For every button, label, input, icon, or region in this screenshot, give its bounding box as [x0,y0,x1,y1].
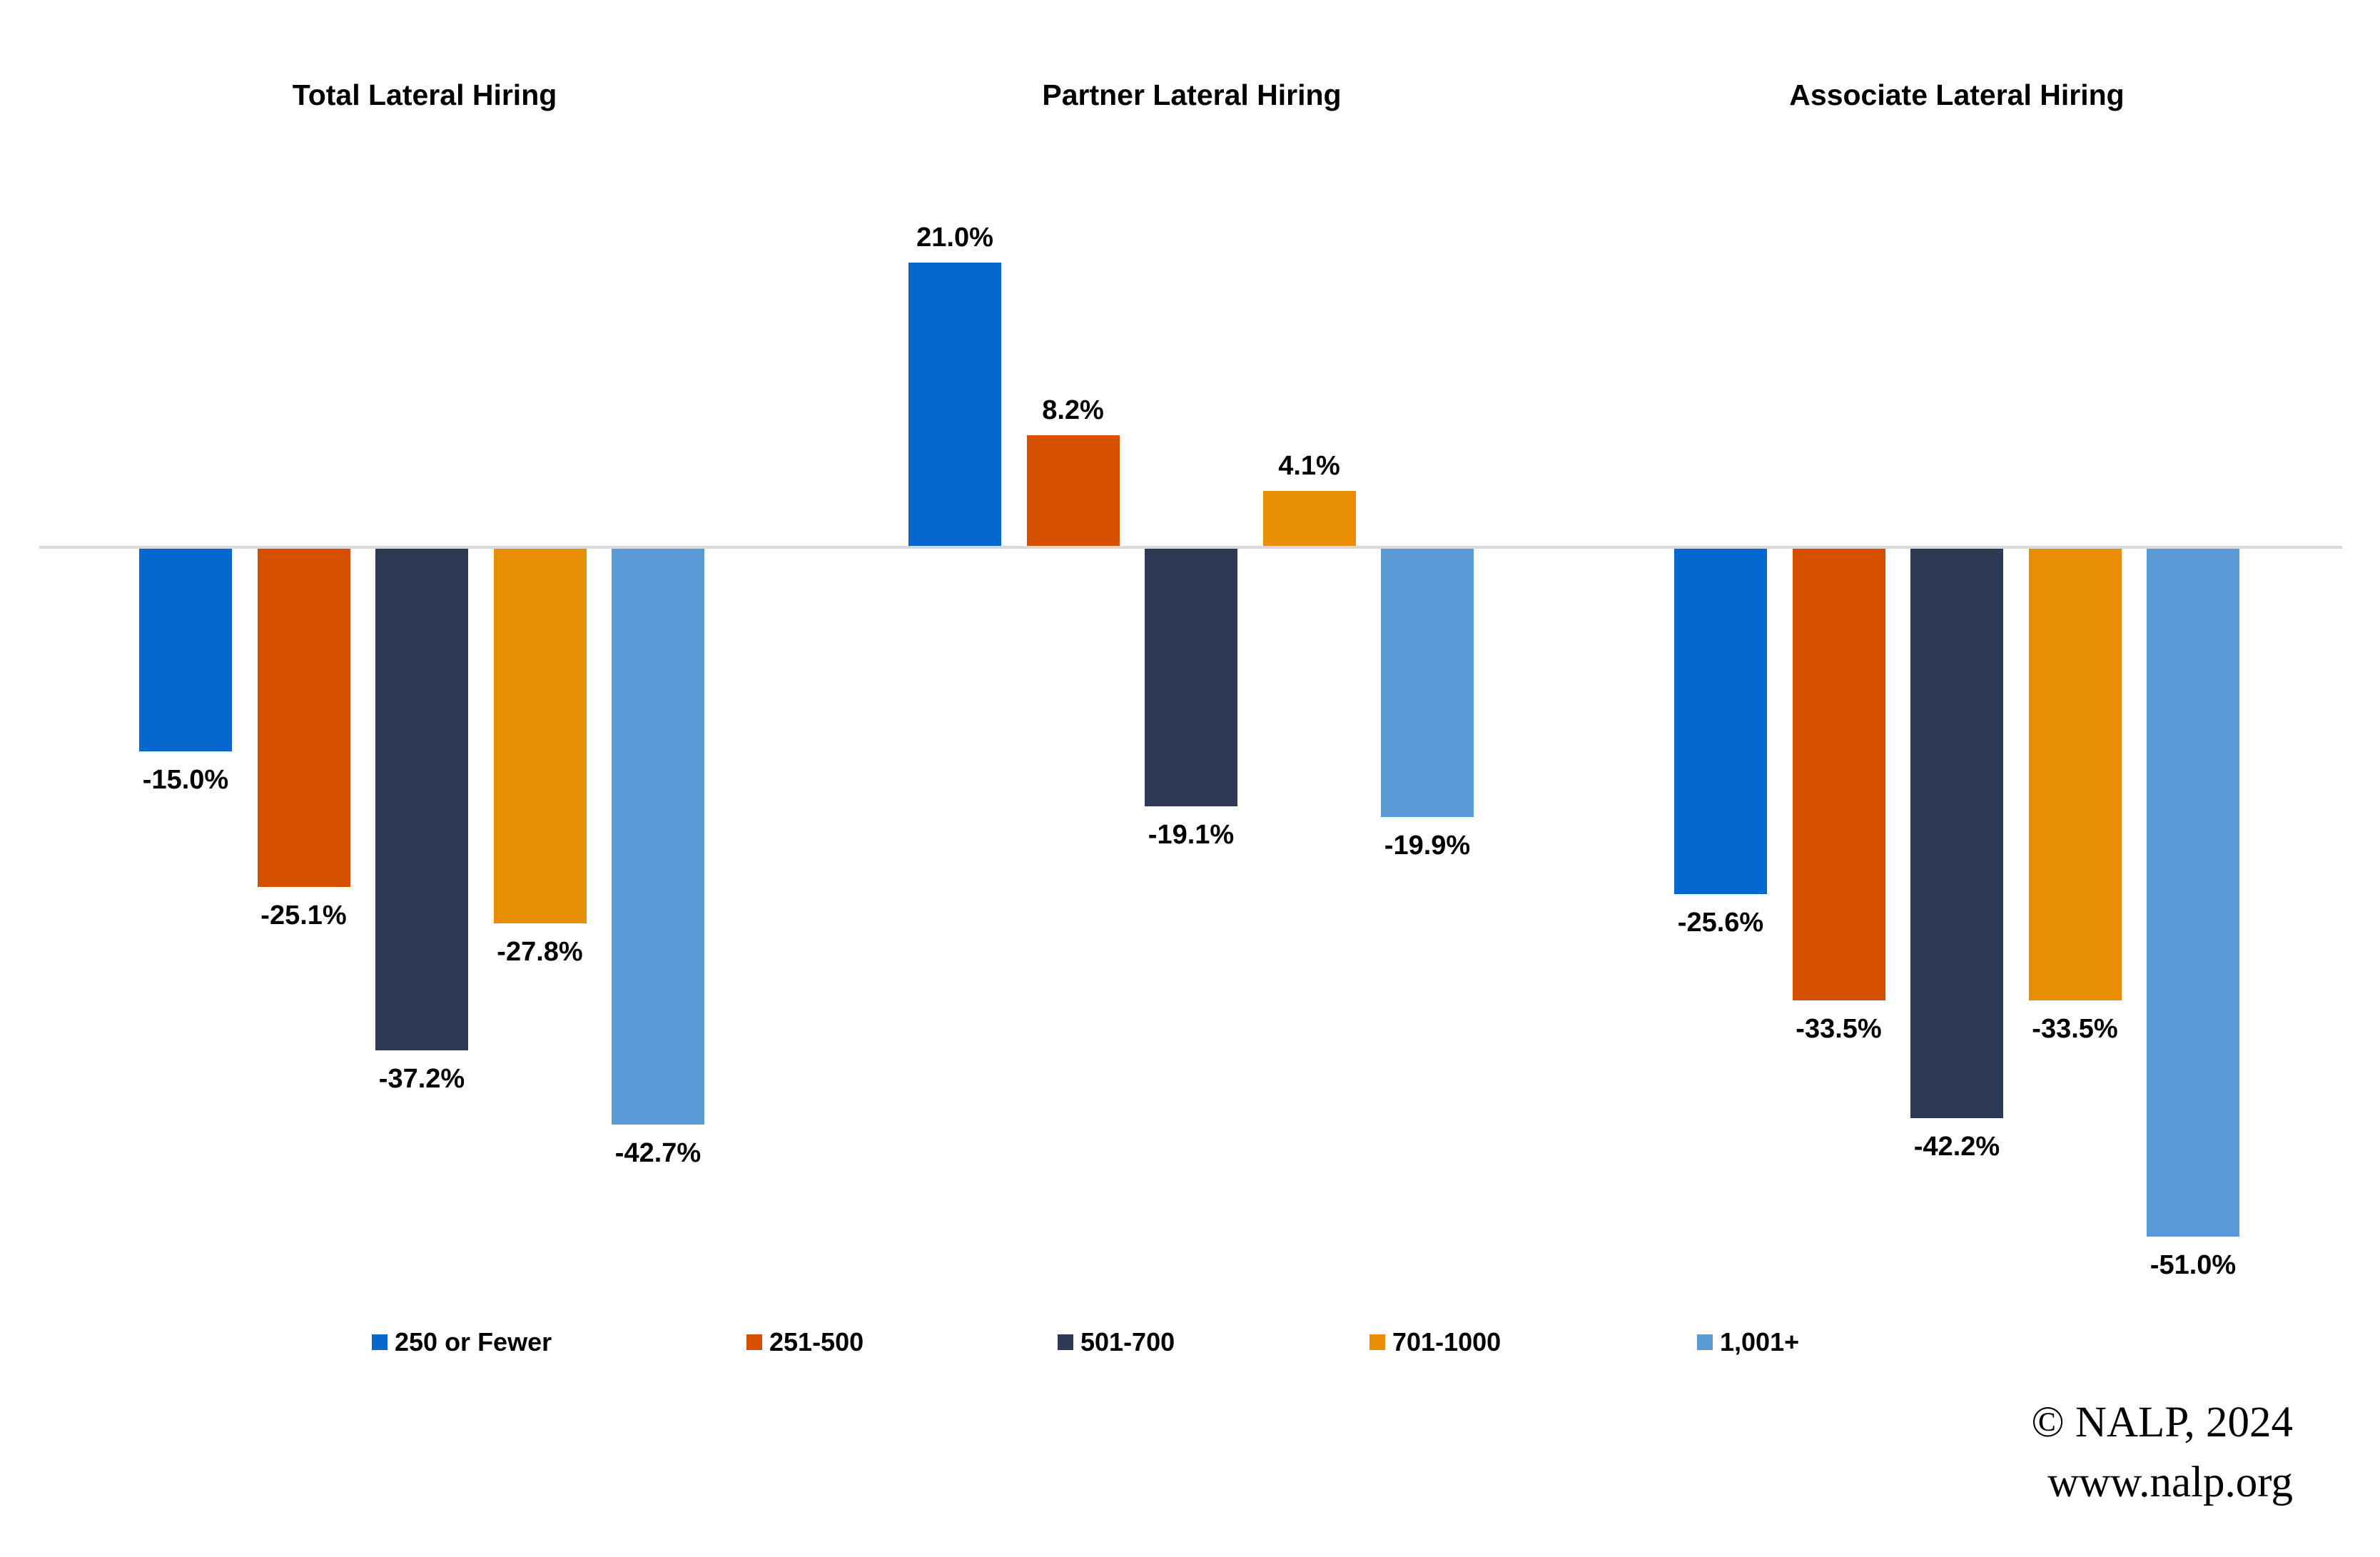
bar-group0-series0 [139,549,232,751]
footer-copyright: © NALP, 2024 [2031,1399,2293,1446]
panel-title-total: Total Lateral Hiring [292,78,557,111]
legend-item-1: 251-500 [746,1326,864,1359]
bar-group0-series4 [612,549,704,1125]
bar-label-group1-series1: 8.2% [1042,395,1104,426]
legend-swatch-icon-3 [1369,1334,1385,1350]
bar-group0-series2 [375,549,468,1051]
legend-label-2: 501-700 [1080,1327,1175,1356]
bar-group2-series0 [1674,549,1767,894]
bar-group1-series1 [1026,435,1120,546]
bar-label-group2-series0: -25.6% [1677,907,1764,938]
bar-group1-series4 [1381,549,1474,818]
legend-label-0: 250 or Fewer [395,1327,552,1356]
bar-label-group1-series4: -19.9% [1384,831,1471,861]
bar-group1-series3 [1262,490,1356,546]
bar-label-group0-series2: -37.2% [378,1064,465,1095]
bar-label-group0-series4: -42.7% [614,1138,702,1169]
bar-group1-series2 [1145,549,1237,806]
bar-group0-series1 [257,549,350,888]
panel-title-associate: Associate Lateral Hiring [1789,78,2125,111]
bar-label-group0-series1: -25.1% [260,901,347,931]
bar-label-group2-series1: -33.5% [1796,1014,1882,1045]
footer-url: www.nalp.org [2047,1459,2293,1506]
bar-label-group1-series3: 4.1% [1278,450,1340,481]
bar-label-group2-series4: -51.0% [2149,1249,2237,1280]
bar-label-group2-series3: -33.5% [2032,1014,2118,1045]
bar-group0-series3 [493,549,587,924]
legend-label-1: 251-500 [769,1327,864,1356]
panel-title-partner: Partner Lateral Hiring [1042,78,1342,111]
bar-label-group0-series3: -27.8% [497,937,583,968]
legend-item-0: 250 or Fewer [372,1326,552,1359]
bar-label-group0-series0: -15.0% [142,764,229,795]
bar-label-group1-series2: -19.1% [1148,819,1235,850]
legend-swatch-icon-4 [1697,1334,1713,1350]
legend-item-4: 1,001+ [1697,1326,1799,1359]
bar-group2-series3 [2028,549,2122,1001]
legend-swatch-icon-2 [1058,1334,1073,1350]
bar-group1-series0 [908,263,1001,546]
bar-group2-series2 [1910,549,2003,1118]
legend-item-2: 501-700 [1058,1326,1175,1359]
legend-label-3: 701-1000 [1392,1327,1502,1356]
bar-label-group2-series2: -42.2% [1913,1131,2000,1162]
legend-item-3: 701-1000 [1369,1326,1501,1359]
legend-swatch-icon-1 [746,1334,762,1350]
legend-swatch-icon-0 [372,1334,388,1350]
footer-attribution: © NALP, 2024 www.nalp.org [2031,1393,2293,1513]
bar-label-group1-series0: 21.0% [916,223,993,253]
bar-group2-series4 [2147,549,2239,1237]
bar-group2-series1 [1792,549,1885,1001]
zero-axis-line [39,546,2342,549]
legend-label-4: 1,001+ [1720,1327,1800,1356]
